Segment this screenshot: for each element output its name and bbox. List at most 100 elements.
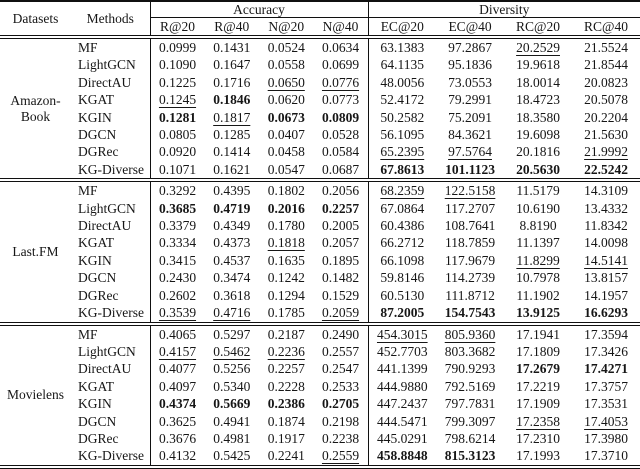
value-cell: 0.0776 (314, 74, 369, 91)
value-cell: 20.0823 (572, 74, 640, 91)
value-text: 87.2005 (380, 305, 425, 321)
method-label: DGCN (78, 413, 117, 429)
value-text: 792.5169 (444, 378, 496, 394)
method-label: KG-Diverse (78, 161, 144, 177)
table-row: DGRec 0.0920 0.1414 0.0458 0.0584 65.2395 97.5… (0, 143, 640, 161)
value-text: 0.2257 (321, 200, 360, 216)
value-text: 14.1957 (584, 287, 628, 303)
value-cell: 79.2991 (436, 91, 504, 108)
column-header-n40: N@40 (322, 19, 359, 34)
value-cell: 17.1941 (504, 324, 572, 343)
value-cell: 0.0650 (259, 74, 314, 91)
value-cell: 0.4349 (205, 217, 260, 234)
value-text: 0.4395 (213, 183, 251, 199)
value-text: 0.1529 (321, 287, 360, 303)
value-cell: 111.8712 (436, 287, 504, 304)
value-text: 0.0776 (321, 74, 360, 90)
value-text: 0.3379 (158, 218, 197, 234)
value-cell: 0.4065 (149, 323, 205, 343)
value-cell: 0.0524 (259, 37, 314, 56)
value-text: 66.2712 (380, 235, 425, 251)
value-cell: 20.1816 (504, 143, 572, 160)
method-label: DGCN (78, 127, 117, 143)
table-row: LightGCN 0.1090 0.1647 0.0558 0.0699 64.1135 9… (0, 56, 640, 74)
value-cell: 0.1294 (259, 287, 314, 304)
value-cell: 0.1785 (259, 304, 314, 323)
value-cell: 0.0528 (314, 126, 369, 143)
value-text: 17.2219 (516, 378, 560, 394)
value-cell: 17.3757 (572, 378, 640, 395)
value-cell: 0.1780 (259, 217, 314, 234)
value-text: 14.3109 (584, 183, 628, 199)
value-text: 17.1993 (516, 448, 560, 464)
value-text: 60.4386 (380, 218, 425, 234)
column-header-rc20: RC@20 (516, 19, 560, 34)
value-cell: 0.4077 (149, 360, 205, 378)
value-cell: 0.1895 (314, 252, 369, 269)
value-text: 21.8544 (584, 57, 628, 73)
method-label: MF (78, 326, 98, 342)
value-text: 18.4723 (516, 92, 560, 108)
value-cell: 114.2739 (436, 269, 504, 286)
value-cell: 0.0634 (314, 37, 369, 56)
value-cell: 17.1993 (504, 447, 572, 466)
value-text: 799.3097 (444, 413, 496, 429)
value-text: 0.0407 (267, 127, 305, 143)
method-label: DGCN (78, 270, 117, 286)
value-text: 18.3580 (516, 109, 560, 125)
value-cell: 0.2559 (314, 447, 369, 466)
value-text: 454.3015 (376, 326, 428, 342)
value-cell: 803.3682 (436, 343, 504, 360)
value-cell: 10.7978 (504, 269, 572, 286)
value-text: 0.3474 (213, 270, 251, 286)
column-header-ec40: EC@40 (448, 19, 492, 34)
value-cell: 0.1431 (205, 37, 260, 56)
value-text: 17.2310 (516, 430, 560, 446)
accuracy-group-header: Accuracy (149, 1, 369, 18)
value-text: 0.2705 (321, 396, 360, 412)
value-text: 0.0528 (321, 127, 360, 143)
value-cell: 154.7543 (436, 304, 504, 323)
value-cell: 56.1095 (367, 126, 437, 144)
value-text: 20.2204 (584, 109, 628, 125)
value-cell: 799.3097 (436, 413, 504, 430)
value-cell: 0.2059 (314, 304, 369, 323)
value-cell: 0.4537 (205, 252, 260, 269)
method-label: DirectAU (78, 218, 132, 234)
value-text: 790.9293 (444, 361, 496, 377)
value-text: 0.3676 (158, 430, 197, 446)
value-cell: 63.1383 (367, 37, 437, 57)
value-text: 154.7543 (444, 305, 496, 321)
value-text: 0.4373 (213, 235, 251, 251)
value-text: 0.1414 (213, 144, 251, 160)
value-cell: 0.2257 (314, 200, 369, 217)
value-text: 52.4172 (380, 92, 425, 108)
value-cell: 65.2395 (367, 143, 437, 161)
value-text: 20.5078 (584, 92, 628, 108)
value-cell: 13.4332 (572, 200, 640, 217)
value-text: 0.0650 (267, 74, 305, 90)
method-label: KGAT (78, 378, 114, 394)
value-cell: 0.3618 (205, 287, 260, 304)
value-text: 56.1095 (380, 127, 425, 143)
table-row: Last.FM MF 0.3292 0.4395 0.1802 0.2056 68.2359… (0, 180, 640, 259)
value-cell: 73.0553 (436, 74, 504, 91)
value-cell: 0.2228 (259, 378, 314, 395)
table-row: KGIN 0.3415 0.4537 0.1635 0.1895 66.1098 117.9… (0, 251, 640, 270)
value-text: 10.7978 (516, 270, 560, 286)
value-cell: 0.1071 (149, 160, 205, 181)
value-text: 73.0553 (448, 74, 492, 90)
value-cell: 0.0920 (149, 143, 205, 161)
value-text: 16.6293 (584, 305, 628, 321)
value-text: 0.0524 (267, 40, 305, 55)
value-text: 0.4077 (158, 361, 197, 377)
value-cell: 0.2430 (149, 269, 205, 287)
value-cell: 64.1135 (367, 56, 437, 74)
value-text: 13.4332 (584, 200, 628, 216)
value-text: 17.3531 (584, 396, 628, 412)
value-cell: 14.5141 (572, 252, 640, 269)
value-cell: 87.2005 (367, 304, 437, 324)
method-label: KGAT (78, 235, 114, 251)
value-text: 17.3980 (584, 430, 628, 446)
